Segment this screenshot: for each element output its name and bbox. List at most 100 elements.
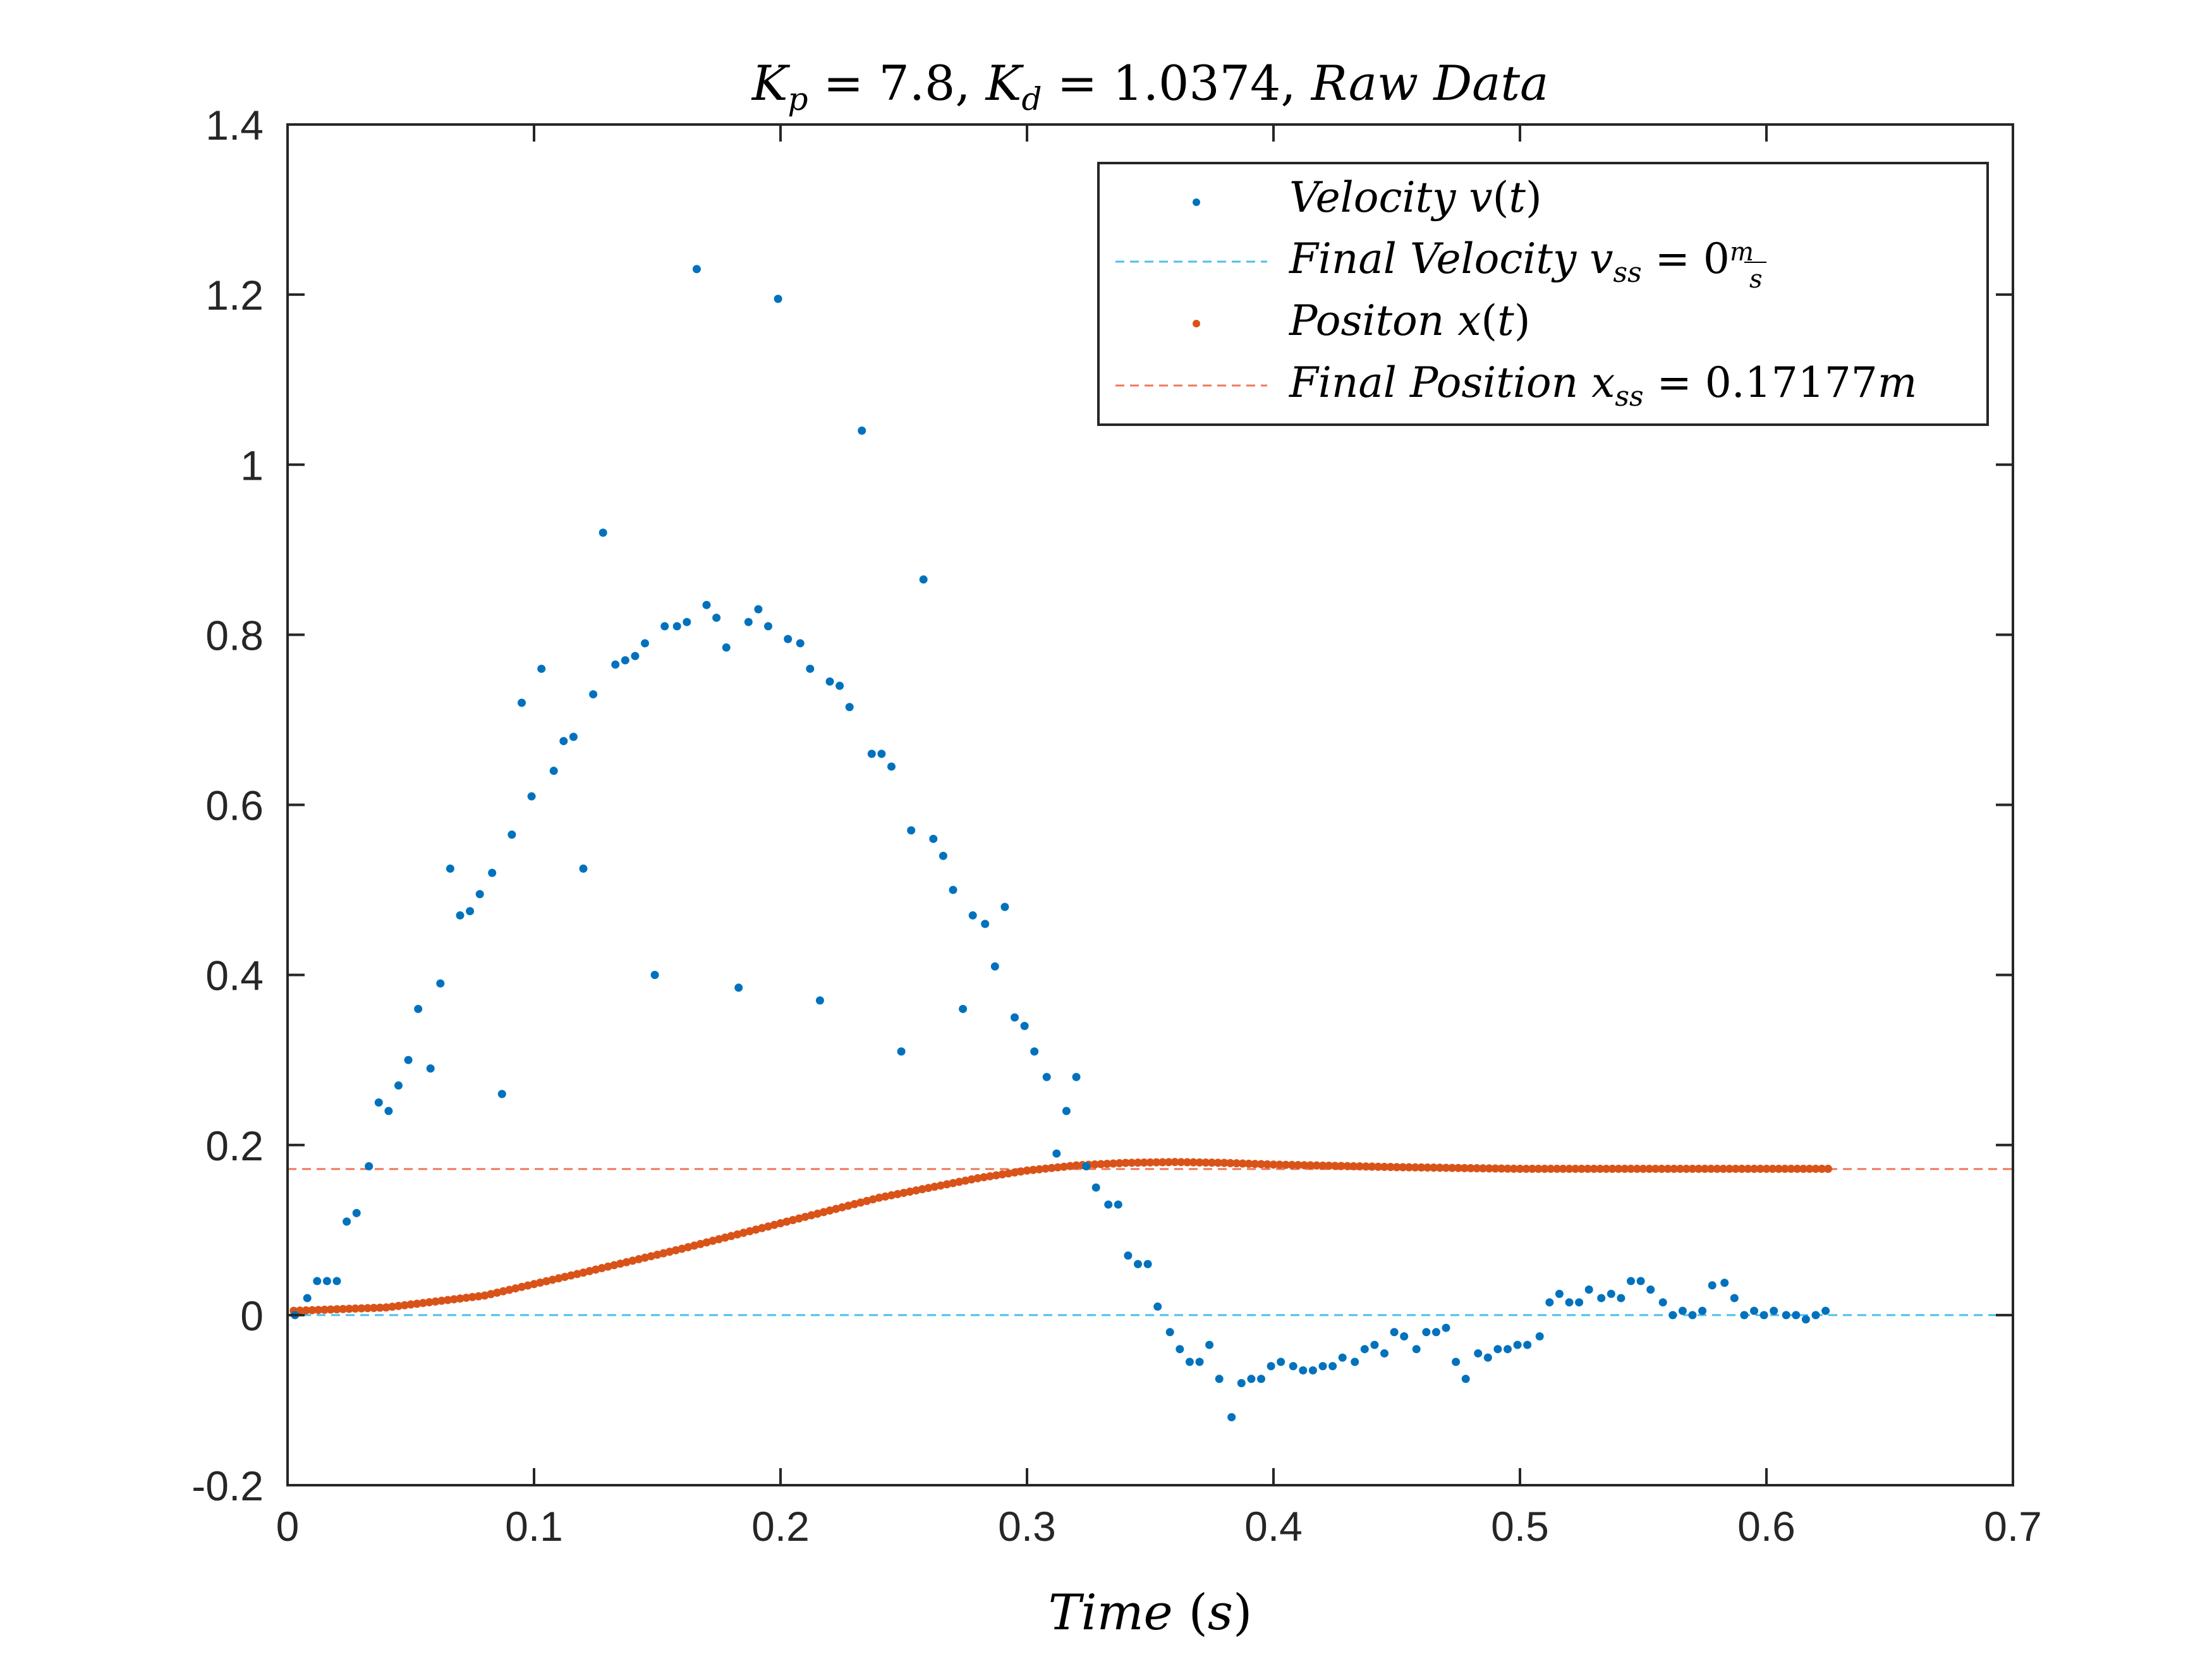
velocity-point: [1636, 1277, 1645, 1285]
position-point: [794, 1214, 803, 1223]
position-point: [863, 1196, 871, 1205]
position-point: [875, 1193, 884, 1202]
velocity-point: [1698, 1306, 1707, 1315]
position-point: [789, 1216, 797, 1225]
position-point: [955, 1177, 964, 1186]
velocity-point: [537, 664, 546, 673]
position-point: [1694, 1164, 1703, 1173]
position-point: [419, 1299, 427, 1308]
position-point: [998, 1170, 1007, 1179]
position-point: [1479, 1164, 1487, 1173]
position-point: [1374, 1162, 1383, 1171]
y-tick-label: -0.2: [191, 1462, 264, 1509]
velocity-point: [1267, 1362, 1275, 1371]
velocity-point: [621, 656, 629, 665]
position-point: [1824, 1164, 1832, 1173]
position-point: [530, 1280, 538, 1289]
velocity-point: [518, 698, 526, 707]
position-point: [1041, 1164, 1050, 1173]
position-point: [1325, 1162, 1334, 1170]
velocity-point: [497, 1090, 506, 1098]
position-point: [1627, 1164, 1635, 1173]
position-point: [776, 1219, 785, 1228]
velocity-point: [1584, 1285, 1593, 1294]
velocity-point: [1730, 1294, 1739, 1303]
position-point: [1596, 1164, 1605, 1173]
position-point: [807, 1211, 816, 1220]
velocity-point: [569, 732, 578, 741]
velocity-point: [1646, 1285, 1655, 1294]
position-point: [1356, 1162, 1364, 1171]
position-point: [1011, 1168, 1019, 1177]
position-point: [456, 1294, 465, 1303]
position-point: [1312, 1161, 1321, 1170]
velocity-point: [764, 622, 772, 631]
position-point: [819, 1208, 828, 1217]
velocity-point: [1052, 1149, 1061, 1158]
position-point: [1540, 1164, 1549, 1173]
position-point: [671, 1246, 680, 1255]
y-tick-label: 0.4: [205, 952, 264, 999]
velocity-point: [734, 983, 743, 992]
position-point: [1220, 1158, 1229, 1167]
position-point: [1392, 1163, 1401, 1172]
position-point: [1361, 1162, 1370, 1171]
position-point: [1072, 1161, 1081, 1170]
position-point: [1780, 1164, 1789, 1173]
velocity-point: [1801, 1315, 1810, 1324]
position-point: [1386, 1163, 1395, 1172]
position-point: [1300, 1161, 1309, 1170]
position-point: [585, 1267, 594, 1275]
position-point: [339, 1304, 348, 1313]
velocity-point: [1062, 1107, 1071, 1115]
position-point: [462, 1293, 471, 1302]
position-point: [1097, 1160, 1105, 1169]
position-point: [924, 1184, 933, 1193]
velocity-point: [1565, 1298, 1574, 1307]
y-tick-label: 0.2: [205, 1122, 264, 1169]
velocity-point: [1227, 1413, 1236, 1421]
position-point: [1756, 1164, 1765, 1173]
position-point: [1275, 1160, 1284, 1169]
position-point: [745, 1227, 754, 1236]
position-point: [1287, 1160, 1296, 1169]
velocity-point: [774, 295, 782, 303]
position-point: [628, 1256, 637, 1265]
legend-label-final-velocity: Final Velocity vss = 0m: [1289, 234, 1754, 289]
x-tick-label: 0: [276, 1503, 300, 1550]
position-point: [980, 1173, 988, 1182]
position-point: [1744, 1164, 1753, 1173]
position-point: [597, 1264, 606, 1273]
velocity-point: [1277, 1358, 1285, 1366]
velocity-point: [1072, 1073, 1081, 1081]
velocity-point: [549, 767, 558, 775]
position-point: [579, 1268, 588, 1277]
position-point: [1522, 1164, 1531, 1173]
position-point: [1158, 1158, 1167, 1167]
position-point: [930, 1182, 939, 1191]
position-point: [1639, 1164, 1648, 1173]
velocity-point: [796, 639, 805, 648]
position-point: [906, 1188, 915, 1196]
position-point: [949, 1179, 957, 1188]
velocity-point: [1215, 1375, 1224, 1383]
position-point: [1232, 1159, 1241, 1168]
velocity-point: [949, 885, 957, 894]
velocity-point: [446, 864, 454, 873]
position-point: [308, 1306, 317, 1315]
velocity-point: [507, 830, 516, 839]
position-point: [413, 1299, 422, 1308]
velocity-point: [722, 643, 731, 652]
position-point: [1294, 1161, 1303, 1170]
velocity-point: [683, 617, 691, 626]
position-point: [918, 1185, 927, 1194]
velocity-point: [1370, 1340, 1379, 1349]
position-point: [1583, 1164, 1592, 1173]
position-point: [1737, 1164, 1746, 1173]
position-point: [1473, 1164, 1481, 1172]
position-point: [825, 1206, 834, 1215]
y-tick-label: 1.2: [205, 272, 264, 319]
position-point: [1577, 1164, 1586, 1173]
position-point: [868, 1195, 877, 1204]
velocity-point: [1205, 1340, 1214, 1349]
